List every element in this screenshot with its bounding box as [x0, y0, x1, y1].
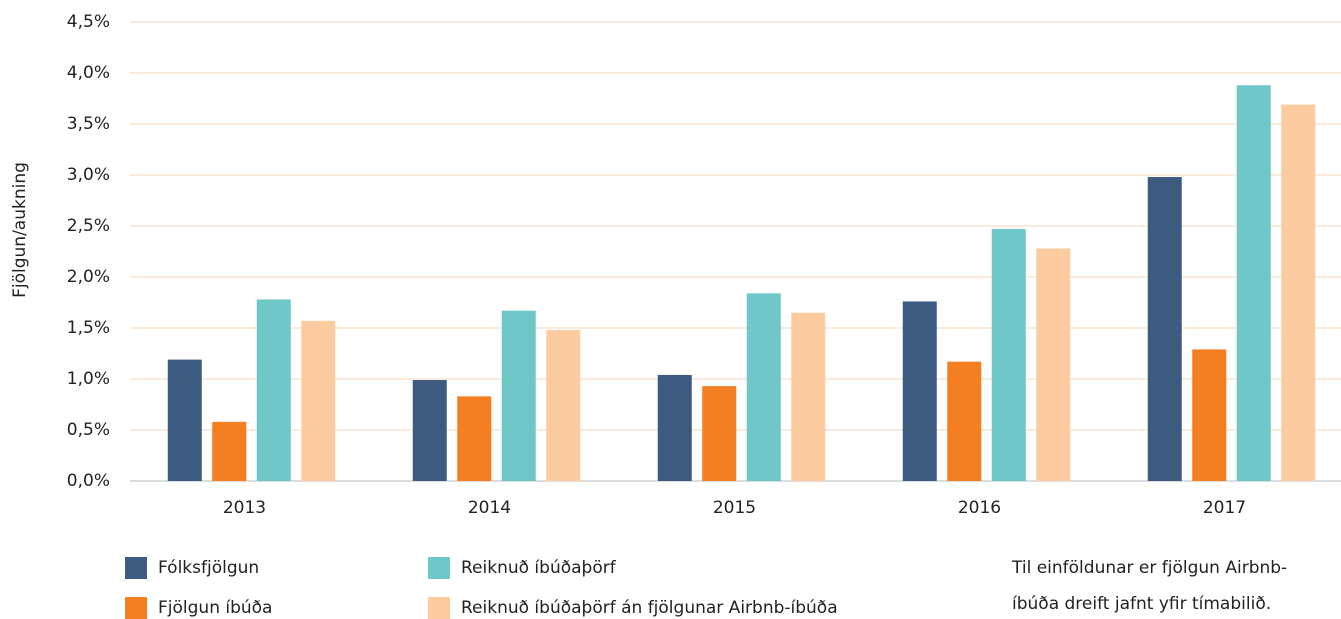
x-tick-label: 2015 [713, 498, 756, 518]
bar [412, 380, 447, 481]
legend-swatch [428, 557, 450, 579]
x-tick-label: 2017 [1203, 498, 1246, 518]
bar [902, 301, 937, 481]
bar [301, 320, 336, 481]
y-tick-label: 3,5% [67, 114, 110, 134]
note: Til einföldunar er fjölgun Airbnb- [1011, 558, 1287, 578]
y-tick-label: 1,5% [67, 318, 110, 338]
bar [457, 396, 492, 481]
y-tick-label: 4,0% [67, 63, 110, 83]
legend-swatch [428, 597, 450, 619]
bar [1147, 177, 1182, 482]
x-tick-label: 2013 [223, 498, 266, 518]
bar [167, 359, 202, 481]
legend-label: Fjölgun íbúða [158, 598, 272, 618]
bar [546, 330, 581, 481]
y-tick-label: 3,0% [67, 165, 110, 185]
bar [702, 386, 737, 481]
legend-label: Reiknuð íbúðaþörf [461, 558, 617, 578]
x-tick-label: 2014 [468, 498, 511, 518]
legend-label: Fólksfjölgun [158, 558, 259, 578]
y-tick-label: 0,0% [67, 471, 110, 491]
y-tick-label: 4,5% [67, 12, 110, 32]
y-tick-label: 2,0% [67, 267, 110, 287]
bar [1236, 85, 1271, 482]
bar [256, 299, 291, 481]
bar [746, 293, 781, 481]
legend-label: Reiknuð íbúðaþörf án fjölgunar Airbnb-íb… [461, 598, 838, 618]
note: íbúða dreift jafnt yfir tímabilið. [1012, 594, 1271, 614]
bar [991, 229, 1026, 481]
bar [1281, 104, 1316, 482]
y-tick-label: 1,0% [67, 369, 110, 389]
x-tick-label: 2016 [958, 498, 1001, 518]
bar [501, 310, 536, 481]
legend-swatch [125, 557, 147, 579]
bar [1036, 248, 1071, 481]
legend-swatch [125, 597, 147, 619]
bar [657, 374, 692, 481]
bar [1192, 349, 1227, 481]
y-axis-label: Fjölgun/aukning [10, 162, 30, 298]
bar [212, 421, 247, 481]
bar [791, 312, 826, 481]
y-tick-label: 0,5% [67, 420, 110, 440]
y-tick-label: 2,5% [67, 216, 110, 236]
bar [947, 361, 982, 481]
